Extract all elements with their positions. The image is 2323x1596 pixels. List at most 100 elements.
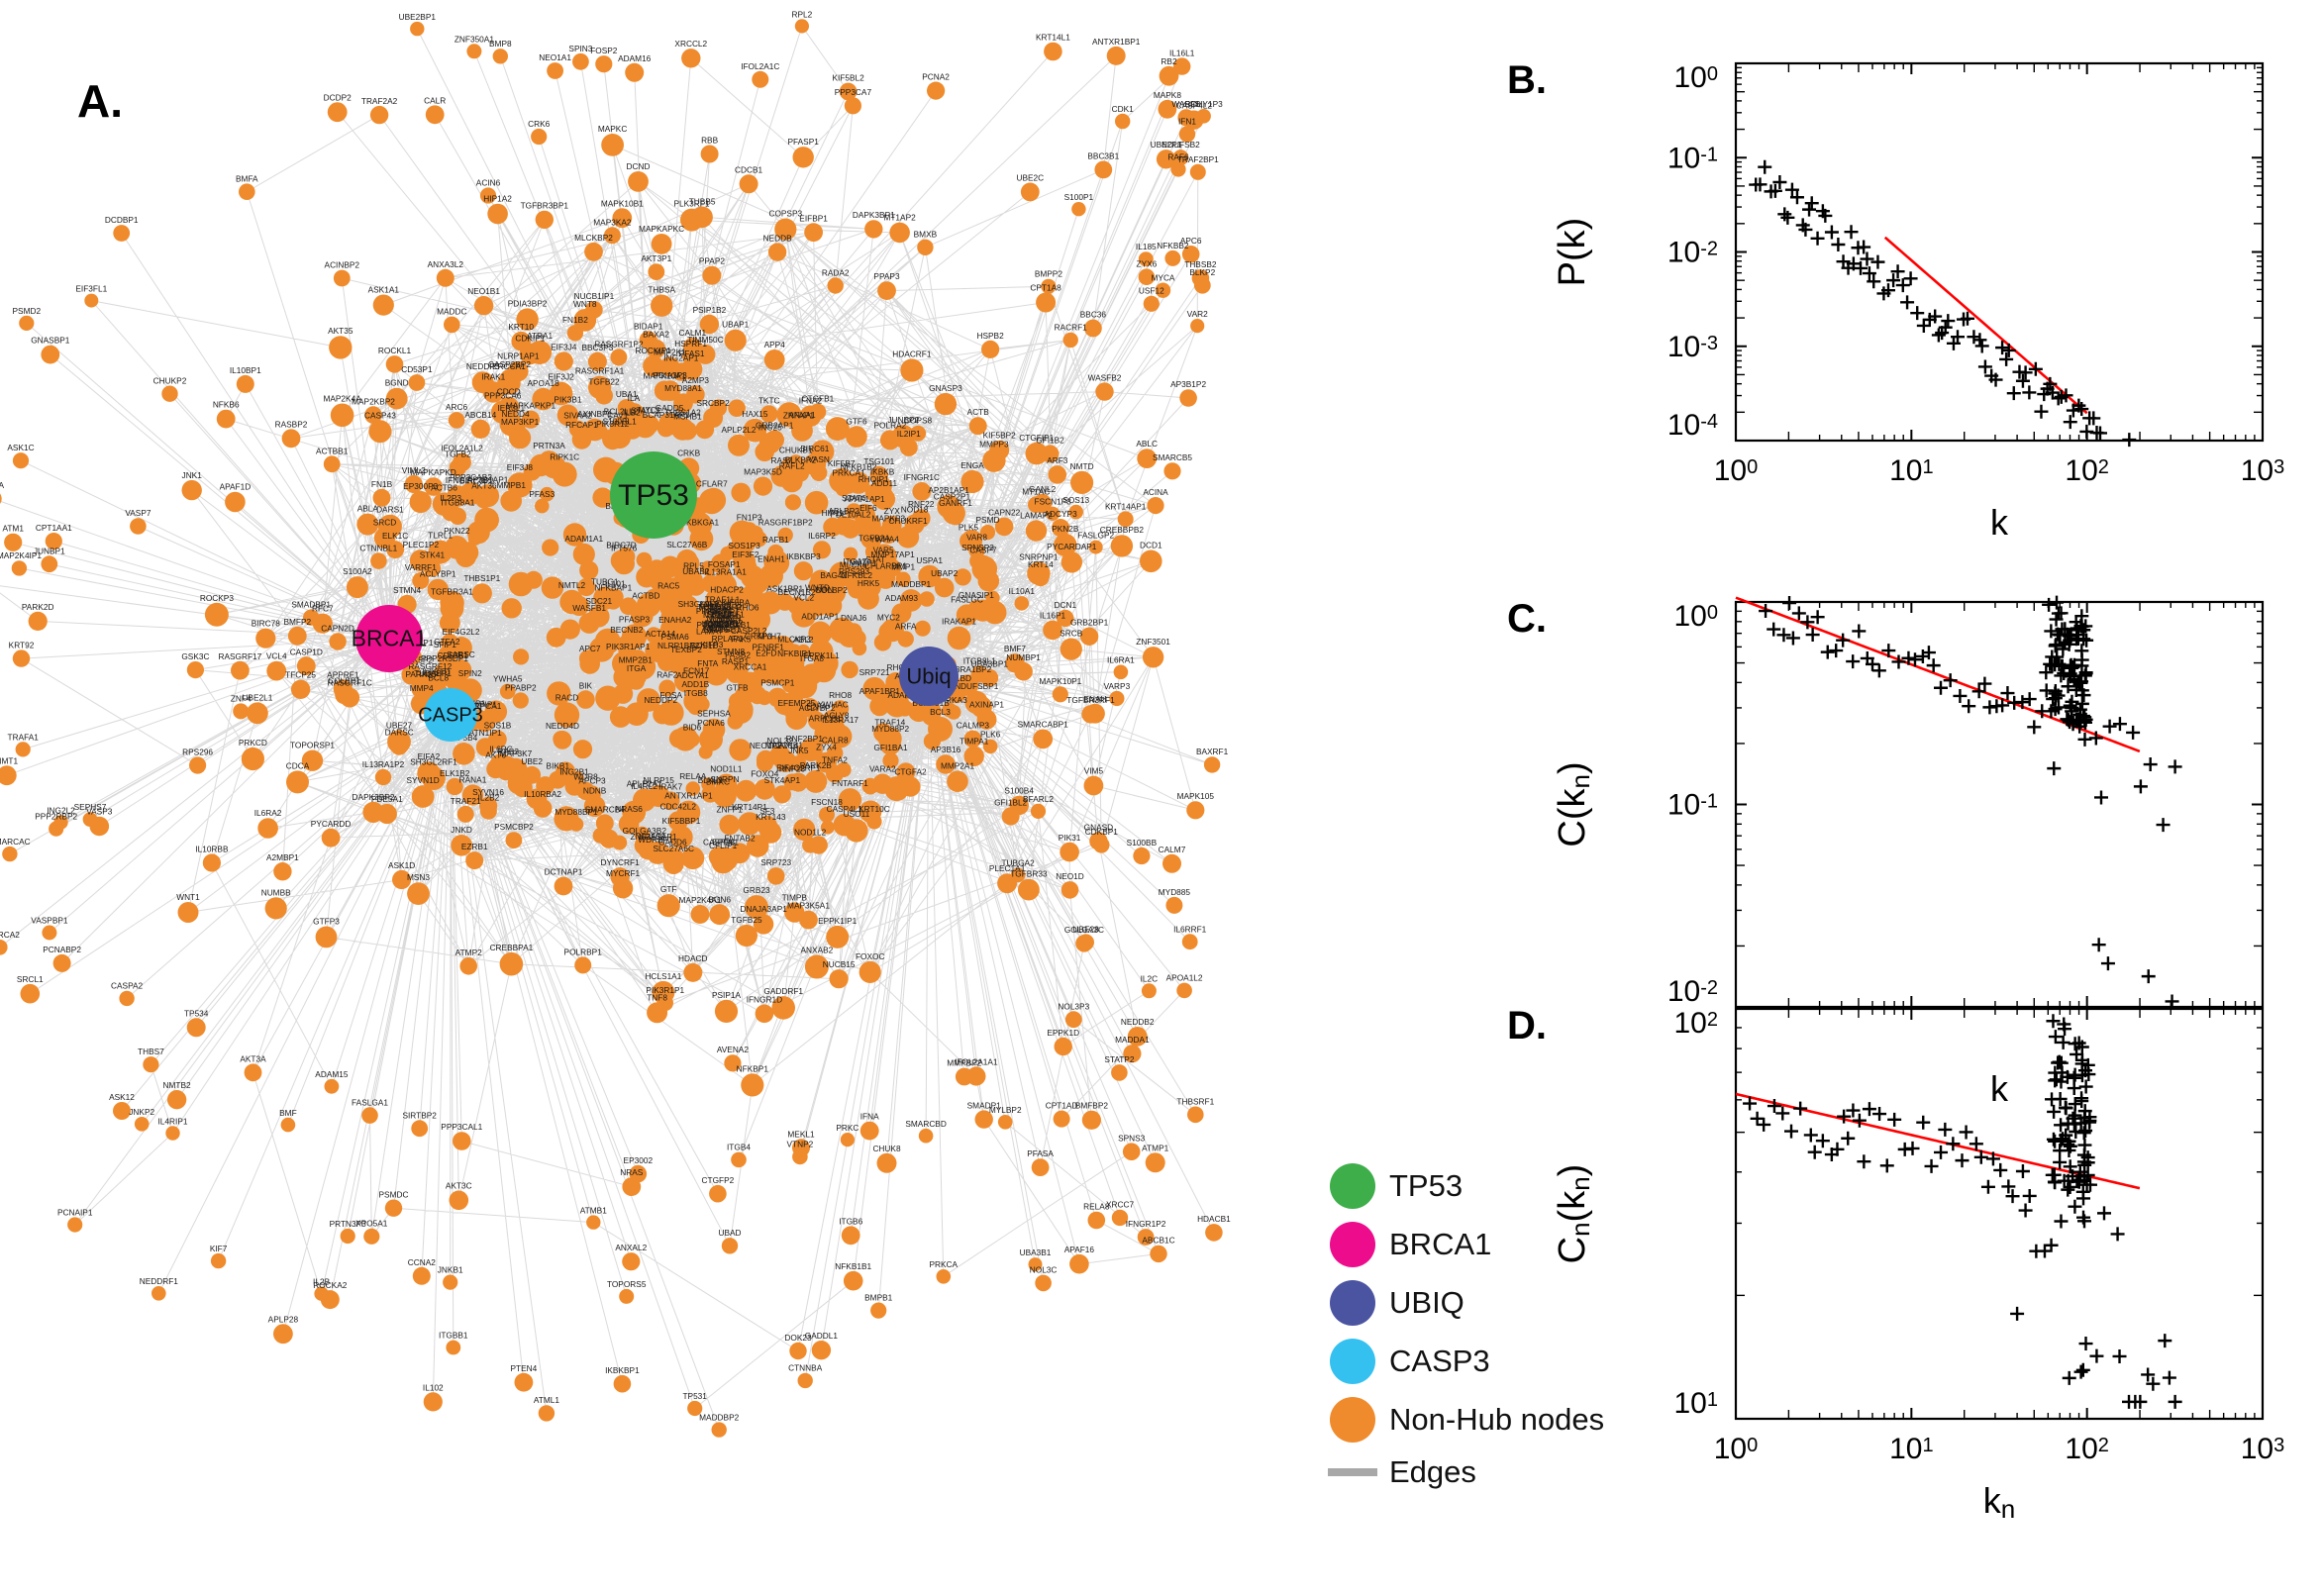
- svg-text:NFKBP1: NFKBP1: [737, 1063, 769, 1073]
- svg-text:GTFB: GTFB: [726, 683, 749, 693]
- svg-text:KRT143: KRT143: [756, 812, 786, 822]
- svg-text:KRT14: KRT14: [1028, 559, 1054, 569]
- svg-text:KIF5BP2: KIF5BP2: [983, 431, 1017, 441]
- svg-text:VAR8: VAR8: [966, 533, 987, 543]
- svg-text:ANXA3L2: ANXA3L2: [428, 259, 464, 269]
- svg-text:B.: B.: [1507, 58, 1547, 102]
- svg-text:STK41: STK41: [420, 549, 446, 559]
- svg-text:STK4AP1: STK4AP1: [764, 775, 801, 785]
- svg-text:SPIN2: SPIN2: [458, 668, 482, 678]
- svg-text:DAPK3BP2: DAPK3BP2: [353, 792, 395, 802]
- svg-text:TOPORSP1: TOPORSP1: [290, 741, 335, 750]
- svg-text:CD53P1: CD53P1: [401, 364, 433, 374]
- svg-text:ELK1B2: ELK1B2: [440, 768, 470, 778]
- svg-text:NOL3C: NOL3C: [1030, 1265, 1058, 1275]
- svg-text:SPNS3: SPNS3: [1118, 1133, 1146, 1143]
- svg-text:DOK23: DOK23: [784, 1333, 812, 1343]
- svg-text:VCL2: VCL2: [793, 593, 814, 603]
- svg-text:ENAH1: ENAH1: [758, 554, 785, 564]
- svg-text:ACLYBP1: ACLYBP1: [420, 569, 456, 579]
- svg-text:USF12: USF12: [1139, 286, 1164, 296]
- svg-text:ING2B1: ING2B1: [559, 767, 589, 777]
- svg-text:IRAK1: IRAK1: [481, 371, 505, 381]
- svg-text:PPAP2: PPAP2: [699, 256, 726, 266]
- svg-text:GRB2BP1: GRB2BP1: [1070, 618, 1109, 628]
- svg-text:APC7: APC7: [579, 644, 601, 653]
- svg-text:GTF: GTF: [660, 884, 677, 894]
- svg-text:MAP2K4A1: MAP2K4A1: [679, 895, 722, 905]
- svg-text:WASFB1: WASFB1: [572, 603, 606, 613]
- svg-text:RAS7: RAS7: [771, 455, 793, 465]
- svg-text:UBA1: UBA1: [616, 389, 638, 399]
- svg-text:SYVN1D: SYVN1D: [406, 775, 439, 785]
- svg-text:ATMP2: ATMP2: [455, 948, 482, 957]
- svg-text:CRK6: CRK6: [528, 119, 551, 129]
- svg-text:FCN17: FCN17: [683, 665, 710, 675]
- svg-text:GFI1BA1: GFI1BA1: [873, 743, 908, 752]
- svg-text:TGFBR3A1: TGFBR3A1: [431, 587, 473, 597]
- svg-text:ZNF3501: ZNF3501: [1136, 637, 1170, 647]
- svg-text:CTGFP2: CTGFP2: [702, 1175, 735, 1185]
- svg-text:SMARCA2: SMARCA2: [0, 930, 20, 940]
- svg-text:FOXOC: FOXOC: [856, 951, 885, 961]
- svg-text:PARK23: PARK23: [405, 669, 437, 679]
- svg-text:STMN8: STMN8: [717, 647, 746, 656]
- svg-text:BAXRF1: BAXRF1: [1196, 747, 1229, 756]
- svg-text:VARP3: VARP3: [1104, 681, 1131, 691]
- svg-text:IL6RA1: IL6RA1: [1107, 655, 1135, 665]
- svg-text:CTNNBL1: CTNNBL1: [359, 543, 397, 552]
- svg-text:TRAFA1: TRAFA1: [8, 732, 40, 742]
- svg-text:XRCCA1: XRCCA1: [734, 662, 767, 672]
- svg-text:KIF5BL2: KIF5BL2: [832, 73, 864, 83]
- svg-text:IL16P1: IL16P1: [1040, 611, 1066, 621]
- svg-text:SYVN16: SYVN16: [472, 787, 504, 797]
- svg-text:IL102: IL102: [423, 1382, 444, 1392]
- svg-text:MLCKBP2: MLCKBP2: [574, 233, 613, 243]
- svg-text:RCHY1P3: RCHY1P3: [1184, 99, 1223, 109]
- svg-text:BRCA1: BRCA1: [352, 626, 428, 651]
- svg-text:ROCKA2: ROCKA2: [313, 1280, 348, 1290]
- svg-text:ANXAB2: ANXAB2: [801, 946, 834, 955]
- svg-text:TGFB22: TGFB22: [588, 377, 620, 387]
- svg-text:IFNA: IFNA: [860, 1112, 879, 1122]
- svg-text:CCNA2: CCNA2: [408, 1257, 437, 1267]
- svg-text:ITGB4: ITGB4: [727, 1143, 751, 1152]
- svg-text:HDACD: HDACD: [678, 953, 708, 963]
- svg-text:CPT1A8: CPT1A8: [1030, 283, 1061, 293]
- svg-text:KRT14L1: KRT14L1: [1036, 33, 1070, 43]
- svg-text:NUCB15: NUCB15: [823, 959, 856, 969]
- svg-text:RFCAP1: RFCAP1: [565, 420, 598, 430]
- svg-text:TGFBR3BP1: TGFBR3BP1: [521, 201, 569, 211]
- svg-text:ABCB1C: ABCB1C: [1142, 1236, 1174, 1246]
- svg-text:TRAF21: TRAF21: [451, 796, 481, 806]
- svg-text:TP531: TP531: [682, 1391, 707, 1401]
- svg-text:FNTARF1: FNTARF1: [832, 778, 868, 788]
- svg-text:NUMBB: NUMBB: [261, 887, 291, 897]
- svg-text:MYD885: MYD885: [1159, 887, 1191, 897]
- svg-text:APOA1L2: APOA1L2: [1166, 973, 1203, 983]
- svg-text:TGFB2: TGFB2: [445, 449, 471, 459]
- svg-text:EP300P3: EP300P3: [403, 481, 438, 491]
- svg-text:ZNFP1: ZNFP1: [717, 805, 744, 815]
- svg-text:KRT14AP1: KRT14AP1: [1105, 501, 1147, 511]
- svg-text:PSMCP1: PSMCP1: [760, 678, 795, 688]
- svg-text:TIMM50C: TIMM50C: [687, 335, 723, 345]
- svg-text:GNASIP1: GNASIP1: [959, 590, 994, 600]
- svg-text:SNRPN: SNRPN: [710, 774, 739, 784]
- svg-text:EIFBP1: EIFBP1: [799, 213, 828, 223]
- svg-text:NMT1: NMT1: [0, 755, 18, 765]
- svg-text:TP53: TP53: [1389, 1168, 1463, 1203]
- svg-text:RADA2: RADA2: [822, 267, 850, 277]
- svg-text:WNT8: WNT8: [573, 299, 597, 309]
- svg-text:MAPKAPKC: MAPKAPKC: [639, 224, 684, 234]
- svg-text:DYNCRF1: DYNCRF1: [601, 857, 641, 867]
- svg-text:SPNSP3: SPNSP3: [961, 543, 994, 552]
- svg-text:GOLGA3B2: GOLGA3B2: [623, 826, 667, 836]
- svg-text:SMARCBD: SMARCBD: [905, 1119, 947, 1129]
- svg-text:ANXAL2: ANXAL2: [615, 1243, 647, 1252]
- svg-text:C.: C.: [1507, 597, 1547, 641]
- svg-text:SRCL1: SRCL1: [17, 974, 44, 984]
- svg-text:UBE2C: UBE2C: [1016, 173, 1044, 183]
- svg-text:DNAJ6: DNAJ6: [841, 613, 867, 623]
- svg-text:IFOL2A1C: IFOL2A1C: [741, 61, 779, 71]
